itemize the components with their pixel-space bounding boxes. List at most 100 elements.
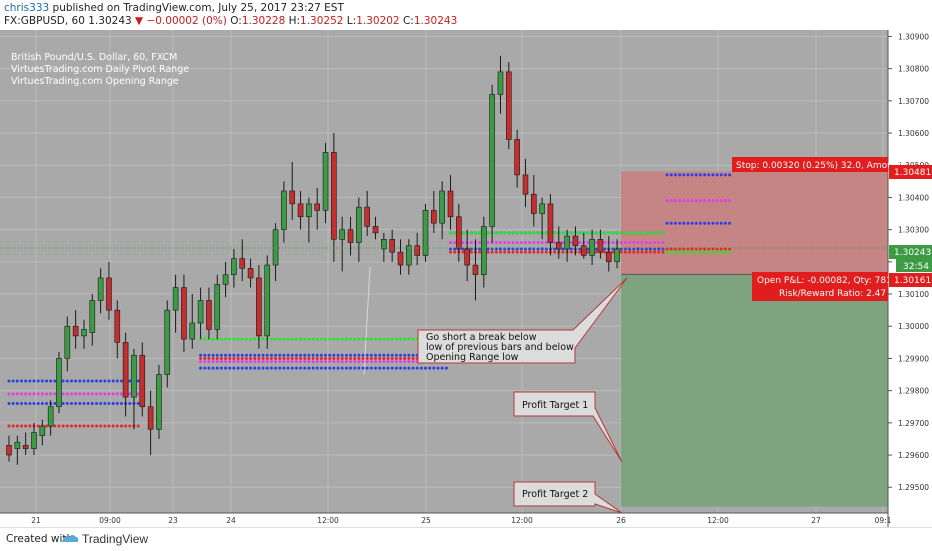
pivot-dot xyxy=(528,250,532,254)
pivot-dot xyxy=(411,353,415,357)
pivot-dot xyxy=(86,392,90,396)
pivot-dot xyxy=(728,247,732,251)
pivot-dot xyxy=(365,360,369,364)
tradingview-brand-link[interactable]: TradingView xyxy=(82,532,149,546)
pivot-dot xyxy=(340,366,344,370)
time-tick-label: 12:00 xyxy=(317,516,339,525)
pivot-dot xyxy=(611,250,615,254)
stop-price-tag: 1.30481 xyxy=(894,168,931,178)
pivot-dot xyxy=(528,241,532,245)
pivot-dot xyxy=(24,402,28,406)
candle xyxy=(289,162,296,220)
pivot-dot xyxy=(70,424,74,428)
open-value: 1.30228 xyxy=(241,15,286,27)
short-note-line2: low of previous bars and below xyxy=(426,342,574,353)
pivot-dot xyxy=(382,366,386,370)
pivot-dot xyxy=(249,356,253,360)
pivot-dot xyxy=(78,379,82,383)
pivot-dot xyxy=(78,424,82,428)
pivot-dot xyxy=(623,241,627,245)
countdown-tag: 32:54 xyxy=(903,262,929,272)
bull-candle-body xyxy=(197,300,204,324)
pivot-dot xyxy=(361,337,365,341)
pivot-dot xyxy=(336,337,340,341)
time-axis[interactable]: 21 09:00 23 24 12:00 25 12:00 26 12:00 27 09:1 xyxy=(31,516,891,525)
pivot-dot xyxy=(428,366,432,370)
candle xyxy=(139,342,146,417)
pivot-dot xyxy=(544,231,548,235)
time-axis-bg[interactable] xyxy=(0,513,888,527)
pivot-dot xyxy=(261,337,265,341)
pivot-dot xyxy=(36,424,40,428)
pivot-dot xyxy=(340,337,344,341)
bull-candle-body xyxy=(539,203,545,214)
pivot-dot xyxy=(686,199,690,203)
bear-candle-body xyxy=(206,300,212,330)
candle xyxy=(422,203,429,262)
pivot-dot xyxy=(253,356,257,360)
tradingview-logo-icon[interactable] xyxy=(60,531,80,550)
time-tick-label: 25 xyxy=(421,516,431,525)
bull-candle-body xyxy=(39,425,46,437)
pivot-dot xyxy=(357,353,361,357)
pivot-dot xyxy=(40,402,44,406)
bull-candle-body xyxy=(564,235,570,250)
pivot-dot xyxy=(503,247,507,251)
pivot-dot xyxy=(448,250,452,254)
candle xyxy=(356,197,362,262)
pivot-dot xyxy=(199,360,203,364)
pivot-dot xyxy=(278,356,282,360)
pivot-dot xyxy=(469,241,473,245)
pivot-dot xyxy=(507,231,511,235)
pivot-dot xyxy=(115,392,119,396)
pivot-dot xyxy=(361,353,365,357)
pivot-dot xyxy=(286,353,290,357)
candle xyxy=(172,274,179,333)
pivot-dot xyxy=(86,424,90,428)
pivot-dot xyxy=(211,360,215,364)
pivot-dot xyxy=(407,360,411,364)
short-note-callout: Go short a break below low of previous b… xyxy=(417,277,628,364)
pivot-dot xyxy=(448,241,452,245)
pivot-dot xyxy=(719,250,723,254)
pivot-dot xyxy=(536,241,540,245)
pivot-dot xyxy=(486,247,490,251)
time-tick-label: 09:1 xyxy=(875,516,892,525)
low-label: L: xyxy=(346,15,357,27)
pivot-dot xyxy=(374,337,378,341)
pivot-dot xyxy=(36,392,40,396)
pivot-dot xyxy=(523,241,527,245)
pivot-dot xyxy=(40,379,44,383)
pivot-dot xyxy=(536,250,540,254)
bull-candle-body xyxy=(497,71,504,95)
bear-candle-body xyxy=(414,245,420,256)
pivot-dot xyxy=(269,356,273,360)
pivot-dot xyxy=(690,173,694,177)
legend-opening-range: VirtuesTrading.com Opening Range xyxy=(11,76,179,87)
pivot-dot xyxy=(386,360,390,364)
pivot-dot xyxy=(665,199,669,203)
pivot-dot xyxy=(278,337,282,341)
pivot-dot xyxy=(511,241,515,245)
pivot-dot xyxy=(45,392,49,396)
pivot-dot xyxy=(578,250,582,254)
candle xyxy=(381,232,387,262)
pivot-dot xyxy=(70,392,74,396)
pivot-dot xyxy=(253,353,257,357)
high-value: 1.30252 xyxy=(300,15,344,27)
pivot-dot xyxy=(107,379,111,383)
price-chart[interactable]: 21 09:00 23 24 12:00 25 12:00 26 12:00 27 09:1 1.3… xyxy=(0,30,932,527)
bear-candle-body xyxy=(464,248,470,266)
pivot-dot xyxy=(403,337,407,341)
pivot-dot xyxy=(111,379,115,383)
bear-candle-body xyxy=(397,251,404,266)
pivot-dot xyxy=(436,366,440,370)
pivot-dot xyxy=(399,360,403,364)
price-tick-label: 1.29500 xyxy=(898,483,929,492)
pivot-dot xyxy=(694,199,698,203)
pivot-dot xyxy=(78,392,82,396)
pivot-dot xyxy=(503,250,507,254)
author-link[interactable]: chris333 xyxy=(4,2,50,14)
pivot-dot xyxy=(369,337,373,341)
pivot-dot xyxy=(382,353,386,357)
